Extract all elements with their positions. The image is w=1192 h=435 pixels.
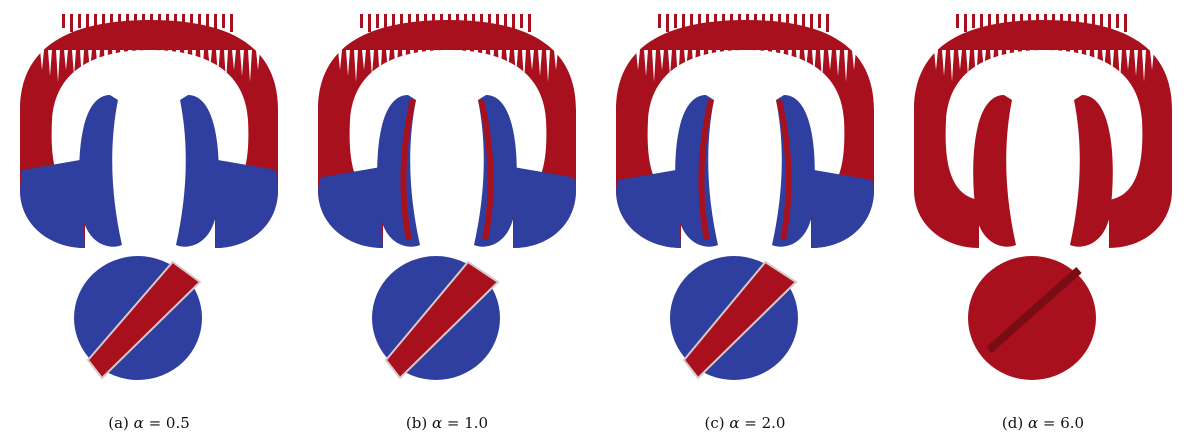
caption-relation: = [442, 414, 465, 432]
lower-sphere-render [670, 256, 798, 380]
upper-shell-render [914, 14, 1172, 248]
render-image [914, 14, 1172, 380]
caption-symbol: α [133, 414, 144, 432]
caption: (d) α = 6.0 [894, 414, 1192, 432]
caption-symbol: α [431, 414, 443, 432]
caption-value: 2.0 [761, 414, 786, 432]
upper-shell-render [20, 14, 278, 248]
caption-label: (a) [108, 414, 134, 432]
caption-relation: = [739, 414, 762, 432]
panel-d: (d) α = 6.0 [894, 0, 1192, 435]
lower-sphere-render [968, 256, 1096, 380]
panel-c: (c) α = 2.0 [596, 0, 894, 435]
caption: (a) α = 0.5 [0, 414, 298, 432]
lower-sphere-render [372, 256, 500, 380]
render-image [318, 14, 576, 380]
caption-symbol: α [729, 414, 740, 432]
caption-label: (d) [1001, 414, 1028, 432]
caption-value: 6.0 [1060, 414, 1085, 432]
upper-shell-render [318, 14, 576, 248]
caption-label: (b) [405, 414, 432, 432]
caption-relation: = [1038, 414, 1061, 432]
upper-shell-render [616, 14, 874, 248]
caption-value: 1.0 [464, 414, 489, 432]
render-image [20, 14, 278, 380]
caption-label: (c) [704, 414, 730, 432]
caption: (c) α = 2.0 [596, 414, 894, 432]
panel-b: (b) α = 1.0 [298, 0, 596, 435]
render-image [616, 14, 874, 380]
caption: (b) α = 1.0 [298, 414, 596, 432]
panel-a: (a) α = 0.5 [0, 0, 298, 435]
lower-sphere-render [74, 256, 202, 380]
caption-relation: = [143, 414, 166, 432]
caption-value: 0.5 [165, 414, 190, 432]
caption-symbol: α [1027, 414, 1039, 432]
